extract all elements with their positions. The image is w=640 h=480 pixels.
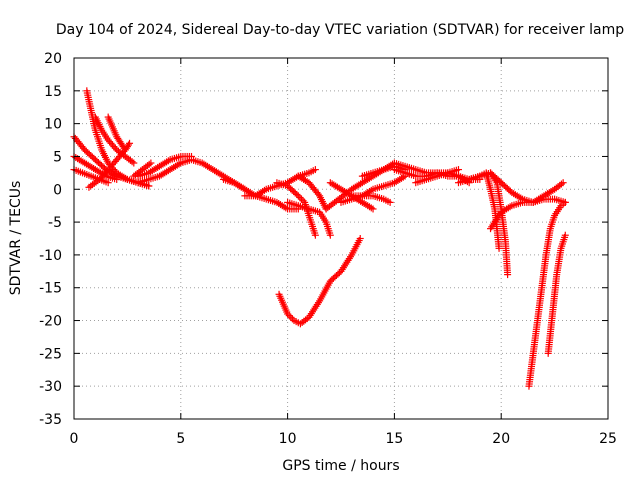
y-tick-label: -30 (39, 379, 62, 395)
y-tick-label: 5 (53, 149, 62, 165)
x-axis-label: GPS time / hours (282, 458, 399, 474)
x-tick-label: 0 (70, 431, 79, 447)
axis-ticks (73, 57, 609, 420)
y-tick-label: 15 (44, 84, 62, 100)
series-arc-10 (130, 159, 155, 180)
series-arc-8 (134, 156, 249, 193)
y-tick-label: -10 (39, 248, 62, 264)
series-arc-13 (273, 179, 319, 239)
y-axis-label: SDTVAR / TECUs (8, 181, 24, 296)
series-arc-29 (544, 231, 569, 357)
plot-frame (73, 57, 609, 420)
y-tick-label: 0 (53, 182, 62, 198)
grid-lines (74, 58, 608, 419)
data-points (70, 87, 569, 390)
x-tick-label: 5 (176, 431, 185, 447)
series-arc-28 (525, 198, 569, 390)
series-arc-7 (85, 139, 134, 191)
y-tick-label: -35 (39, 412, 62, 428)
series-arc-12 (241, 166, 319, 200)
y-tick-label: -15 (39, 281, 62, 297)
tick-labels: 0 5 10 15 20 25 20 15 10 5 0 -5 -10 -15 -20 -25 -30 -35 (39, 51, 617, 447)
series-arc-27 (487, 169, 567, 206)
series-arc-4 (70, 133, 153, 190)
series-arc-9 (134, 152, 195, 180)
x-tick-label: 15 (385, 431, 403, 447)
series-arc-16 (275, 235, 364, 328)
y-tick-label: 10 (44, 117, 62, 133)
chart-title: Day 104 of 2024, Sidereal Day-to-day VTE… (56, 22, 624, 38)
y-tick-label: -25 (39, 346, 62, 362)
series-arc-23 (412, 166, 462, 187)
series-arc-25 (465, 169, 512, 279)
y-tick-label: 20 (44, 51, 62, 67)
y-tick-label: -5 (48, 215, 62, 231)
series-arc-2 (91, 113, 138, 167)
series-arc-14 (284, 198, 334, 239)
x-tick-label: 20 (492, 431, 510, 447)
series-arc-20 (348, 192, 394, 206)
x-tick-label: 25 (599, 431, 617, 447)
y-tick-label: -20 (39, 314, 62, 330)
x-tick-label: 10 (279, 431, 297, 447)
